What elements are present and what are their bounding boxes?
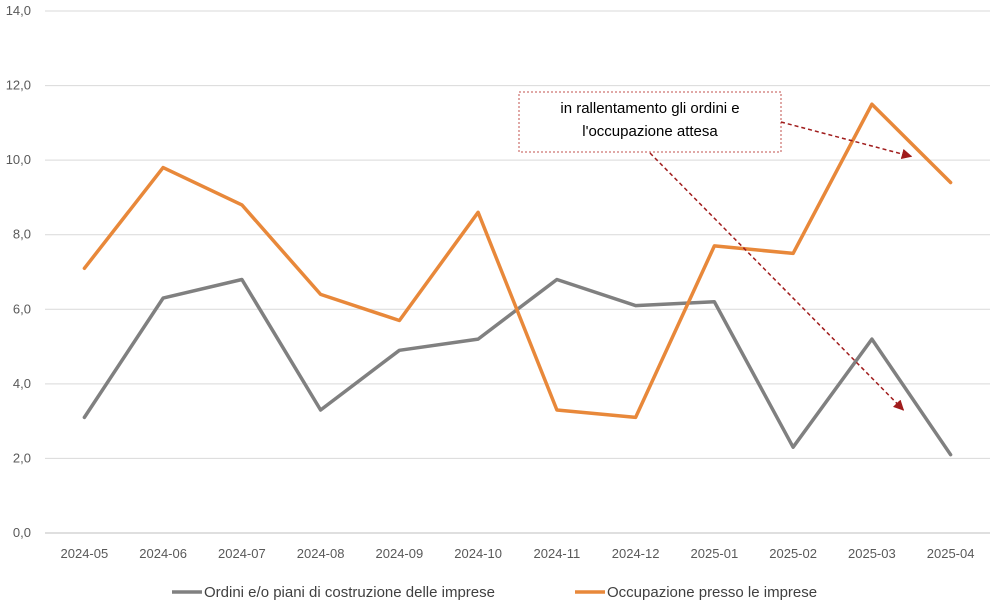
annotation-arrow — [780, 121, 913, 160]
x-tick-label: 2025-03 — [848, 546, 896, 561]
y-tick-label: 4,0 — [13, 376, 31, 391]
annotation-text-line: in rallentamento gli ordini e — [560, 100, 739, 117]
x-tick-label: 2024-06 — [139, 546, 187, 561]
y-tick-label: 8,0 — [13, 227, 31, 242]
y-axis-ticks: 0,0 2,0 4,0 6,0 8,0 10,0 12,0 14,0 — [6, 3, 31, 540]
gridlines — [45, 10, 990, 534]
annotation: in rallentamento gli ordini e l'occupazio… — [518, 91, 913, 411]
x-tick-label: 2024-07 — [218, 546, 266, 561]
x-tick-label: 2024-10 — [454, 546, 502, 561]
y-tick-label: 10,0 — [6, 152, 31, 167]
y-tick-label: 14,0 — [6, 3, 31, 18]
y-tick-label: 6,0 — [13, 301, 31, 316]
annotation-text-line: l'occupazione attesa — [582, 123, 718, 140]
annotation-arrow — [649, 152, 905, 411]
x-tick-label: 2024-05 — [61, 546, 109, 561]
x-axis-ticks: 2024-05 2024-06 2024-07 2024-08 2024-09 2024-… — [61, 546, 975, 561]
y-tick-label: 0,0 — [13, 525, 31, 540]
x-tick-label: 2024-08 — [297, 546, 345, 561]
legend: Ordini e/o piani di costruzione delle im… — [172, 584, 817, 601]
x-tick-label: 2024-11 — [534, 546, 581, 561]
series-line-2 — [82, 102, 953, 420]
y-tick-label: 12,0 — [6, 78, 31, 93]
legend-label: Occupazione presso le imprese — [607, 584, 817, 601]
x-tick-label: 2025-04 — [927, 546, 975, 561]
x-tick-label: 2024-12 — [612, 546, 660, 561]
x-tick-label: 2025-02 — [769, 546, 817, 561]
x-tick-label: 2024-09 — [376, 546, 424, 561]
series-line-1 — [82, 277, 953, 457]
legend-label: Ordini e/o piani di costruzione delle im… — [204, 584, 495, 601]
x-tick-label: 2025-01 — [691, 546, 739, 561]
y-tick-label: 2,0 — [13, 450, 31, 465]
annotation-box — [518, 91, 782, 153]
series-lines — [82, 102, 953, 457]
